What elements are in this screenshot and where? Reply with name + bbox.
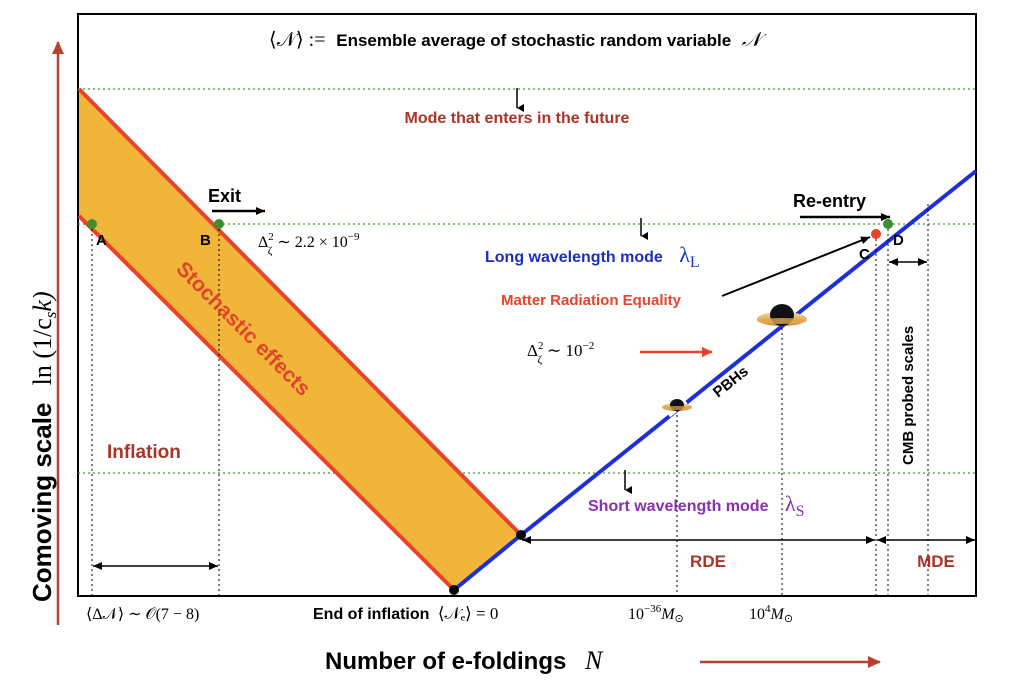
point-c-marker xyxy=(871,229,881,239)
delta-n-label: ⟨Δ𝒩⟩ ∼ 𝒪(7 − 8) xyxy=(86,606,199,623)
inflation-upper-line xyxy=(77,87,523,537)
end-inflation-label: End of inflation ⟨𝒩ₑ⟩ = 0 xyxy=(313,604,498,623)
end-inflation-math: ⟨𝒩ₑ⟩ = 0 xyxy=(438,604,499,623)
point-b-marker xyxy=(214,219,224,229)
y-axis-math: ln (1/c xyxy=(28,318,57,385)
exit-label: Exit xyxy=(208,186,241,206)
short-mode-text: Short wavelength mode xyxy=(588,498,769,515)
y-axis-end: k) xyxy=(28,291,57,311)
inflation-lower-line xyxy=(77,214,456,592)
mre-label: Matter Radiation Equality xyxy=(501,292,682,309)
spectrum-small: Δ2 ζ ∼ 10−2 xyxy=(527,340,594,366)
ensemble-var: 𝒩 xyxy=(742,29,767,51)
mre-arrow xyxy=(721,236,871,297)
rde-label: RDE xyxy=(690,552,726,571)
point-c-label: C xyxy=(859,246,870,263)
reentry-label: Re-entry xyxy=(793,191,866,211)
end-inflation-marker xyxy=(449,585,459,595)
long-mode-sub: L xyxy=(690,254,700,271)
ensemble-symbol: ⟨𝒩⟩ := xyxy=(269,29,326,51)
x-axis-var: N xyxy=(584,646,604,675)
long-mode-symbol: λ xyxy=(679,242,690,267)
x-axis-label: Number of e-foldings N xyxy=(325,646,604,675)
point-b-label: B xyxy=(200,232,211,249)
cmb-label: CMB probed scales xyxy=(900,326,917,465)
band-end-marker xyxy=(516,530,526,540)
point-d-marker xyxy=(883,219,893,229)
y-axis-sub: s xyxy=(41,311,60,318)
long-mode-text: Long wavelength mode xyxy=(485,249,663,266)
point-a-label: A xyxy=(96,232,107,249)
stochastic-band xyxy=(79,89,521,590)
mde-label: MDE xyxy=(917,552,955,571)
pbh-small-icon xyxy=(662,399,692,411)
end-inflation-text: End of inflation xyxy=(313,606,429,623)
mass-label-2: 104M⊙ xyxy=(749,603,793,625)
short-mode-label: Short wavelength mode λS xyxy=(588,491,805,520)
spectrum-large: Δ2 ζ ∼ 2.2 × 10−9 xyxy=(258,231,360,257)
y-axis-text: Comoving scale xyxy=(27,403,57,602)
point-a-marker xyxy=(87,219,97,229)
band-end-edge xyxy=(452,533,523,592)
inflation-label: Inflation xyxy=(107,442,181,463)
point-d-label: D xyxy=(893,232,904,249)
short-mode-sub: S xyxy=(796,503,805,520)
future-mode-label: Mode that enters in the future xyxy=(405,110,630,127)
horizon-line xyxy=(519,169,978,537)
plot-frame xyxy=(77,13,977,597)
x-axis-text: Number of e-foldings xyxy=(325,648,566,675)
ensemble-definition: ⟨𝒩⟩ := Ensemble average of stochastic ra… xyxy=(269,29,767,51)
ensemble-text: Ensemble average of stochastic random va… xyxy=(336,31,731,50)
long-mode-label: Long wavelength mode λL xyxy=(485,242,700,271)
mass-label-1: 10−36M⊙ xyxy=(628,603,684,625)
short-mode-symbol: λ xyxy=(785,491,796,516)
y-axis-label: Comoving scale ln (1/csk) xyxy=(27,291,60,602)
pbh-large-icon xyxy=(757,304,807,326)
